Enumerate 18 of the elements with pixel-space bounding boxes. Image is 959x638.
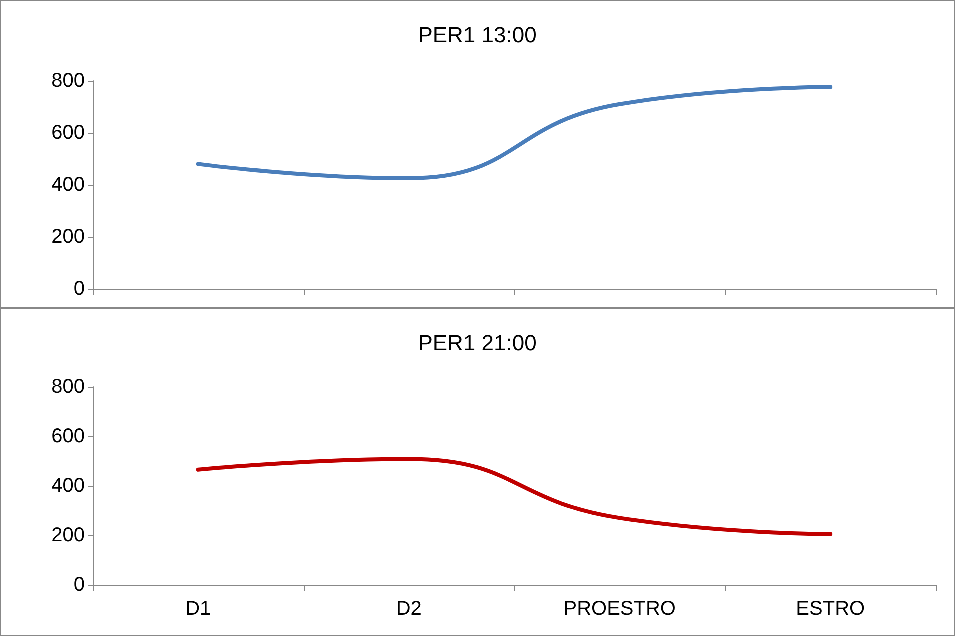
y-tick-label: 0 — [74, 278, 85, 300]
line-series — [196, 457, 833, 536]
y-tick-label: 200 — [52, 226, 85, 248]
line-series — [196, 85, 833, 180]
y-tick-label: 400 — [52, 174, 85, 196]
chart-title: PER1 13:00 — [418, 22, 537, 48]
y-tick-label: 0 — [74, 574, 85, 596]
y-tick-label: 800 — [52, 376, 85, 398]
y-tick-label: 600 — [52, 122, 85, 144]
y-tick-label: 200 — [52, 524, 85, 546]
x-tick-label: D1 — [186, 598, 212, 620]
x-tick-label: D2 — [396, 598, 422, 620]
y-tick-label: 400 — [52, 475, 85, 497]
y-tick-label: 800 — [52, 70, 85, 92]
x-tick-label: ESTRO — [796, 598, 866, 620]
x-tick-label: PROESTRO — [564, 598, 676, 620]
y-tick-label: 600 — [52, 426, 85, 448]
chart-title: PER1 21:00 — [418, 330, 537, 356]
